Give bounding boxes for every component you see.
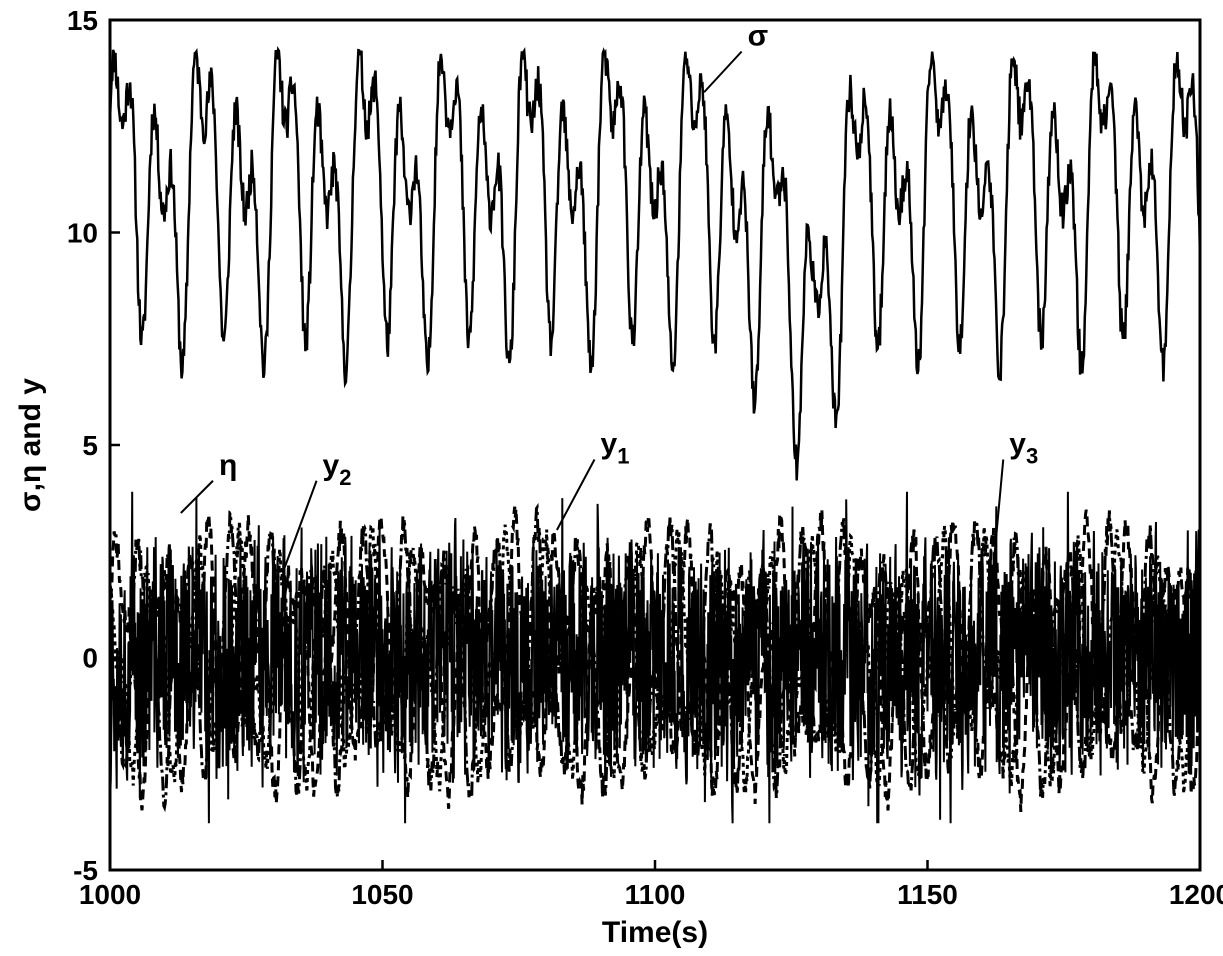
- xtick-label: 1050: [351, 879, 413, 910]
- xtick-label: 1200: [1169, 879, 1223, 910]
- timeseries-chart: 10001050110011501200-5051015Time(s)σ,η a…: [0, 0, 1223, 956]
- chart-svg: 10001050110011501200-5051015Time(s)σ,η a…: [0, 0, 1223, 956]
- ytick-label: 5: [82, 430, 98, 461]
- ytick-label: -5: [73, 855, 98, 886]
- y-axis-label: σ,η and y: [14, 378, 47, 512]
- annotation-eta: η: [219, 449, 237, 482]
- x-axis-label: Time(s): [602, 916, 708, 949]
- annotation-sigma: σ: [748, 20, 769, 53]
- ytick-label: 15: [67, 5, 98, 36]
- ytick-label: 10: [67, 218, 98, 249]
- xtick-label: 1100: [625, 879, 686, 910]
- xtick-label: 1150: [897, 879, 958, 910]
- ytick-label: 0: [82, 643, 98, 674]
